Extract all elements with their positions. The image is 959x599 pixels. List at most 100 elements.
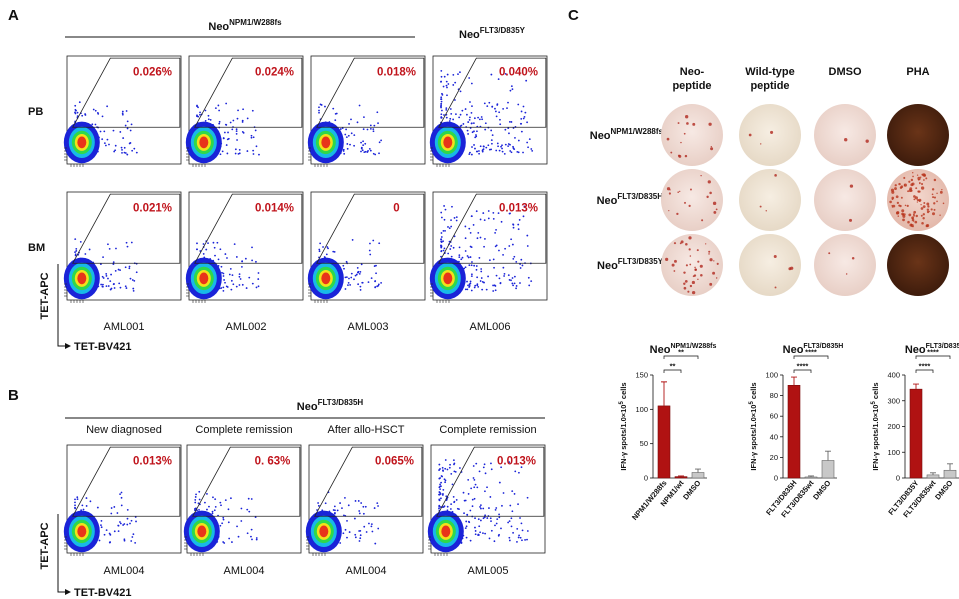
- flow-event: [443, 205, 445, 207]
- flow-event: [464, 288, 467, 291]
- flow-event: [105, 144, 107, 147]
- flow-event: [440, 250, 443, 253]
- flow-event: [250, 134, 253, 137]
- flow-event: [510, 85, 513, 88]
- error-bar: [678, 475, 684, 477]
- column-label: peptide: [672, 80, 711, 92]
- flow-event: [511, 88, 514, 91]
- flow-event: [525, 79, 528, 82]
- flow-event: [512, 284, 515, 287]
- axis-arrow: [57, 264, 71, 349]
- flow-event: [478, 150, 480, 152]
- flow-event: [523, 115, 526, 118]
- elispot-spot: [922, 173, 926, 177]
- flow-event: [440, 236, 443, 238]
- flow-event: [373, 124, 376, 127]
- flow-event: [251, 282, 254, 285]
- flow-event: [257, 285, 260, 288]
- flow-event: [228, 537, 231, 540]
- flow-event: [101, 275, 104, 278]
- flow-event: [241, 266, 243, 268]
- flow-event: [74, 104, 77, 107]
- flow-event: [362, 140, 364, 143]
- elispot-spot: [920, 214, 923, 217]
- flow-event: [501, 150, 504, 153]
- flow-event: [223, 542, 226, 544]
- flow-event: [222, 518, 225, 521]
- flow-event: [78, 101, 81, 104]
- elispot-spot: [770, 130, 774, 134]
- flow-event: [447, 226, 449, 228]
- flow-event: [470, 487, 473, 490]
- flow-event: [489, 496, 492, 498]
- flow-event: [516, 527, 519, 530]
- flow-event: [109, 541, 111, 543]
- flow-event: [484, 514, 487, 517]
- y-label-part: 5: [749, 401, 755, 405]
- column-label: Wild-type: [745, 66, 794, 78]
- flow-event: [492, 217, 495, 220]
- flow-event: [513, 275, 516, 278]
- flow-event: [455, 113, 457, 116]
- flow-event: [528, 138, 531, 141]
- flow-event: [125, 287, 128, 289]
- flow-event: [239, 278, 242, 280]
- flow-event: [222, 137, 225, 140]
- elispot-spot: [708, 122, 712, 126]
- flow-event: [522, 117, 525, 120]
- flow-event: [354, 533, 357, 536]
- flow-event: [254, 129, 257, 132]
- flow-event: [222, 286, 225, 289]
- flow-event: [336, 509, 339, 512]
- flow-event: [439, 468, 441, 470]
- flow-event: [468, 153, 471, 156]
- flow-density: [77, 525, 87, 538]
- flow-event: [198, 498, 201, 501]
- flow-event: [105, 275, 108, 277]
- flow-event: [463, 512, 465, 515]
- flow-event: [446, 86, 448, 89]
- flow-event: [197, 106, 199, 109]
- flow-event: [220, 287, 223, 289]
- flow-event: [503, 275, 506, 277]
- flow-event: [252, 136, 255, 139]
- label-base: Neo: [650, 344, 671, 356]
- flow-event: [450, 255, 453, 258]
- flow-event: [459, 71, 461, 74]
- elispot-spot: [942, 202, 945, 205]
- flow-event: [361, 149, 364, 152]
- elispot-spot: [670, 151, 673, 154]
- flow-event: [234, 152, 237, 155]
- flow-event: [236, 139, 238, 141]
- x-tick-label: DMSO: [933, 478, 954, 501]
- flow-event: [227, 131, 229, 134]
- elispot-spot: [916, 201, 919, 203]
- y-label-part: 5: [619, 401, 625, 405]
- flow-event: [251, 246, 253, 249]
- flow-event: [378, 141, 381, 144]
- elispot-spot: [701, 219, 704, 222]
- elispot-spot: [891, 190, 895, 194]
- flow-event: [499, 118, 501, 121]
- flow-event: [459, 90, 462, 93]
- flow-event: [357, 271, 359, 274]
- flow-event: [526, 121, 529, 124]
- flow-event: [209, 118, 212, 121]
- flow-event: [520, 522, 523, 525]
- flow-event: [489, 517, 492, 520]
- flow-event: [494, 289, 497, 292]
- flow-event: [319, 103, 322, 106]
- bar: [821, 460, 835, 479]
- elispot-spot: [914, 220, 918, 224]
- flow-event: [440, 216, 443, 219]
- flow-event: [102, 277, 105, 279]
- elispot-spot: [922, 213, 926, 216]
- flow-event: [494, 231, 497, 234]
- flow-event: [446, 73, 449, 76]
- flow-event: [96, 111, 99, 114]
- elispot-spot: [939, 190, 943, 194]
- flow-event: [497, 534, 500, 537]
- elispot-spot: [673, 242, 677, 245]
- label-sup: NPM1/W288fs: [229, 18, 282, 27]
